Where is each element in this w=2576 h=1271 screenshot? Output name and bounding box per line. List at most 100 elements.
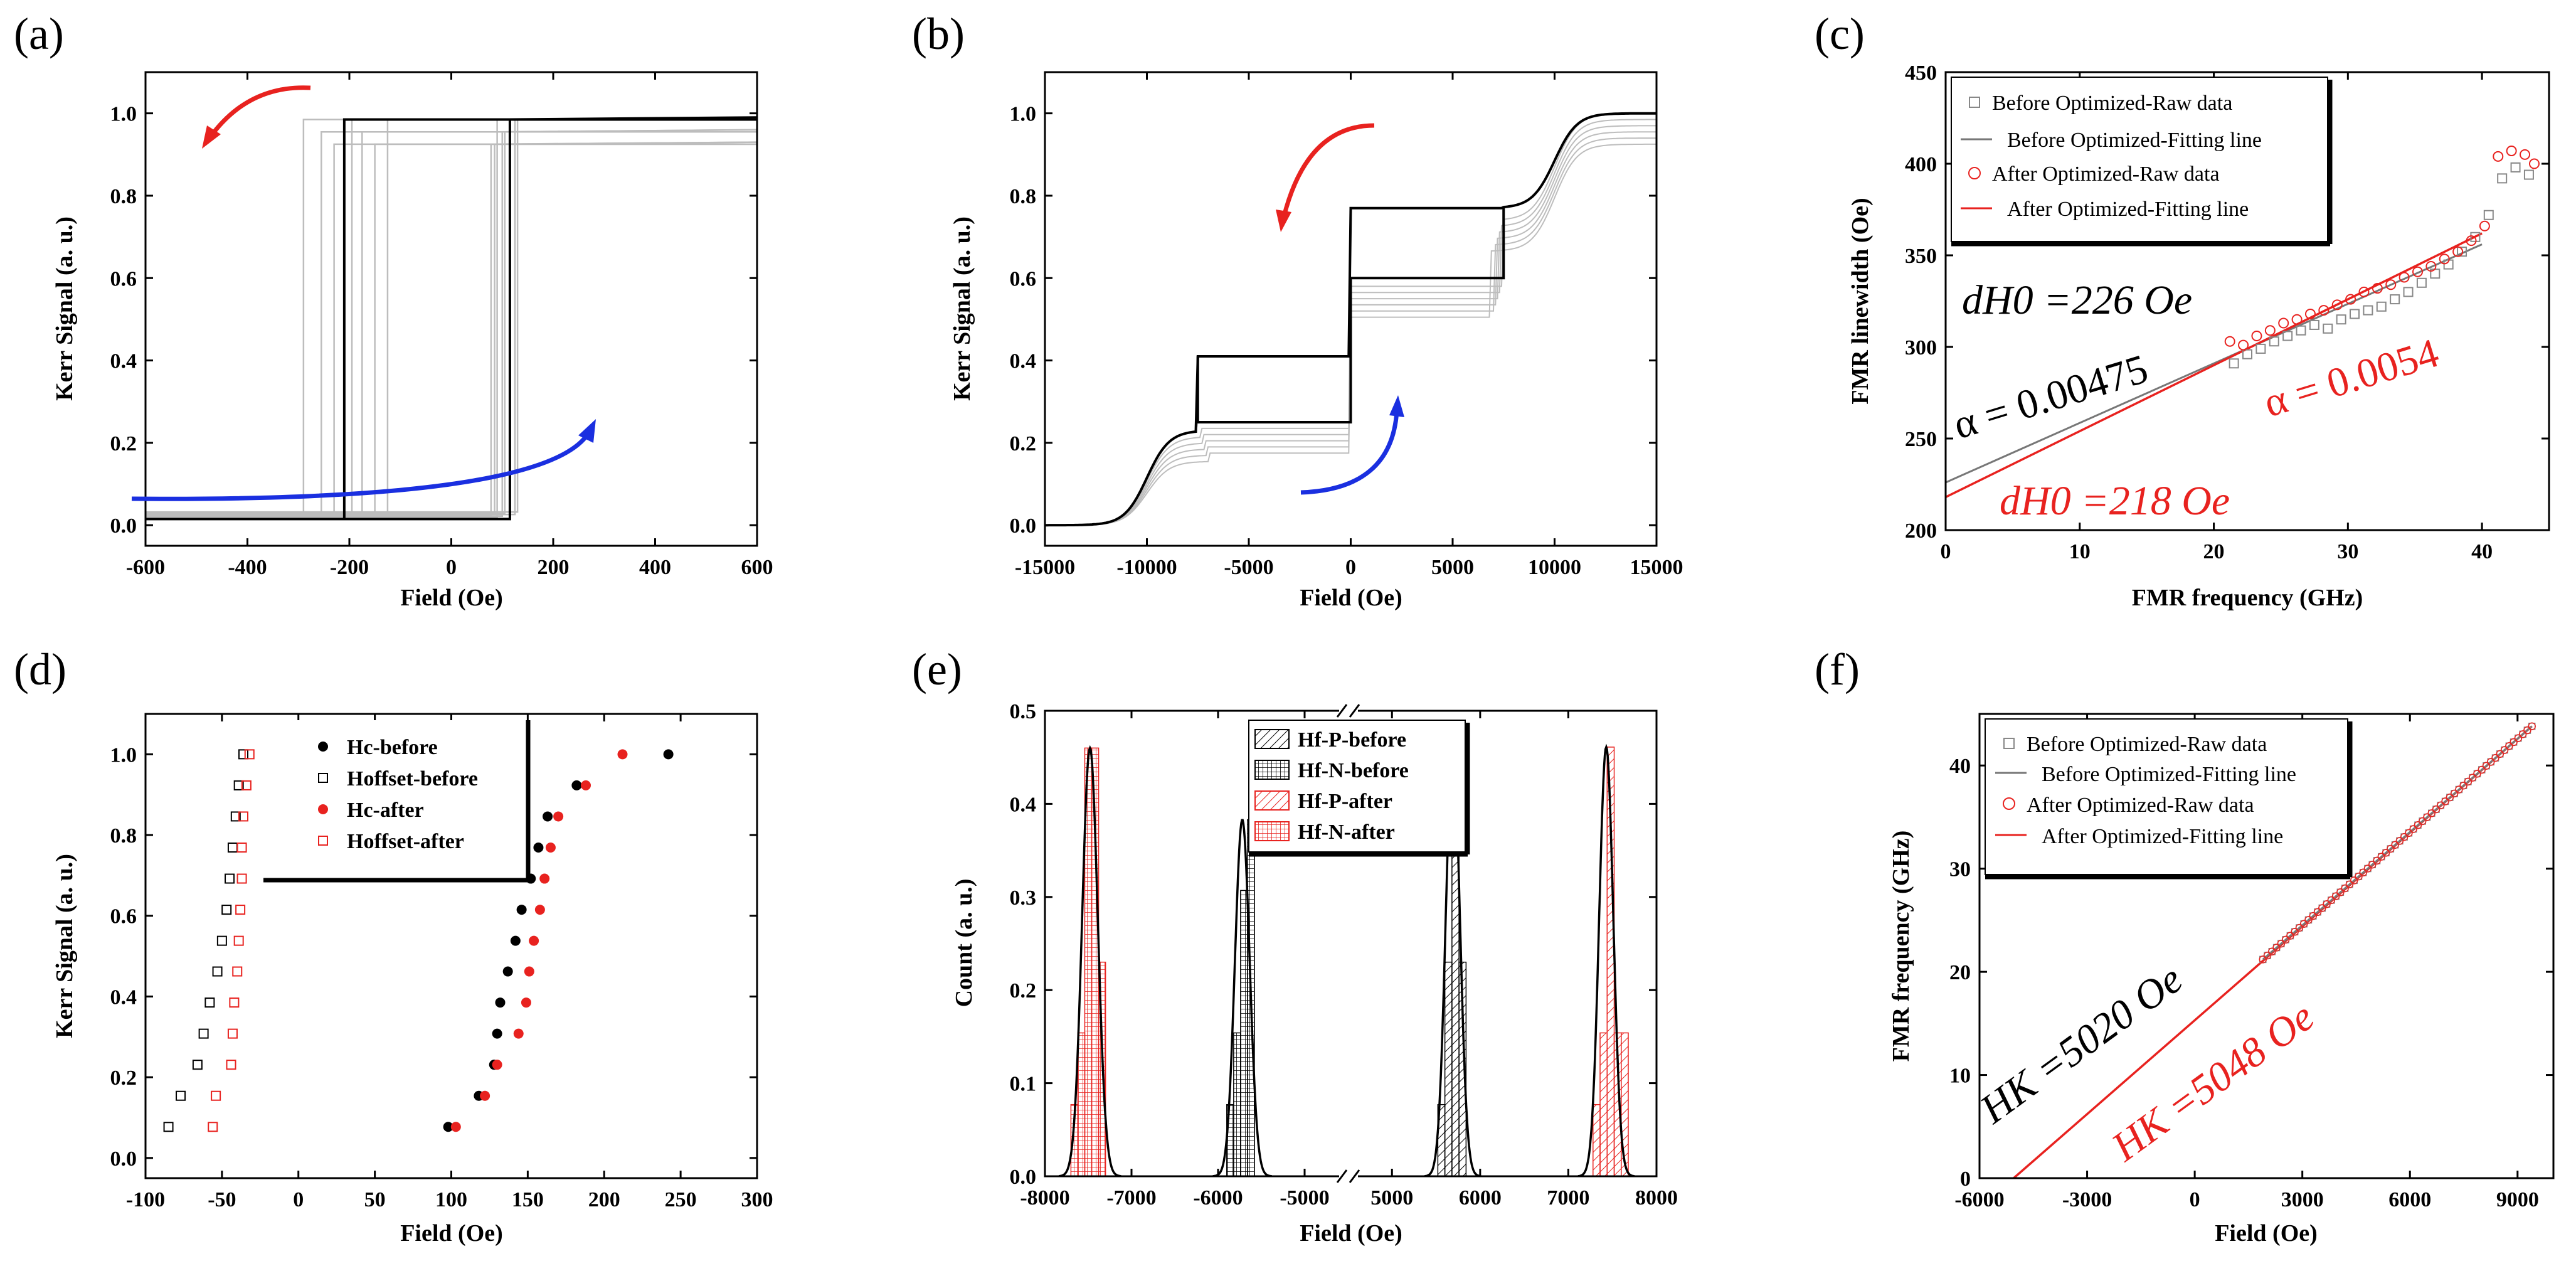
hoffset-point (212, 966, 223, 977)
after-raw-point (2437, 801, 2445, 809)
before-raw-point (2483, 210, 2494, 220)
x-tick-label: 6000 (1459, 1186, 1502, 1210)
panel-label-c: (c) (1815, 9, 1865, 59)
after-raw-point (2487, 758, 2495, 766)
legend-swatch-grid-red (1254, 821, 1290, 841)
histogram-bar (1077, 1032, 1086, 1177)
legend-item: Hf-P-after (1298, 790, 1392, 813)
after-raw-point (2272, 944, 2281, 952)
x-tick-label: 8000 (1635, 1186, 1678, 1210)
histogram-bar (1593, 1103, 1601, 1177)
legend-marker-filled-circle-red (318, 804, 328, 814)
panel-label-a: (a) (14, 9, 64, 59)
annotation-dh0-after: dH0 =218 Oe (2000, 478, 2230, 524)
hoffset-point (227, 1028, 238, 1039)
before-raw-point (2269, 336, 2279, 347)
after-raw-point (2336, 888, 2345, 896)
panel-c-data (1945, 146, 2540, 499)
legend-item: Before Optimized-Raw data (1992, 92, 2232, 115)
hoffset-point (176, 1090, 186, 1101)
after-raw-point (2331, 892, 2340, 900)
hc-point (510, 935, 521, 946)
panel-label-f: (f) (1815, 644, 1860, 694)
x-tick-label: 15000 (1630, 556, 1683, 579)
legend-item: Hf-N-before (1298, 759, 1409, 782)
after-raw-point (2432, 805, 2441, 814)
hoffset-point (229, 997, 240, 1008)
after-raw-point (2452, 246, 2464, 257)
legend-box (1985, 718, 2348, 875)
axis-break-top-left (1336, 704, 1348, 718)
panel-b: (b) -15000 -10000 -5000 0 5000 10000 15000 0.0… (859, 0, 1717, 636)
after-raw-point (2268, 947, 2276, 956)
after-raw-point (2493, 151, 2504, 162)
y-tick-label: 0.4 (110, 986, 137, 1009)
after-raw-point (2387, 844, 2395, 853)
hc-point (492, 1028, 502, 1039)
gray-loop (146, 141, 758, 516)
after-raw-point (2409, 825, 2417, 833)
x-tick-label: 100 (435, 1188, 467, 1211)
x-tick-label: 40 (2471, 540, 2493, 563)
legend-item: Hoffset-after (347, 830, 464, 853)
hoffset-point (198, 1028, 209, 1039)
x-ticks: -100 -50 0 50 100 150 200 250 300 (126, 714, 773, 1211)
y-axis-label: FMR linewidth (Oe) (1847, 198, 1874, 404)
after-raw-point (2500, 746, 2509, 754)
y-tick-label: 0.0 (110, 1147, 137, 1171)
after-raw-point (2304, 916, 2313, 924)
histogram-bar (1233, 1032, 1241, 1177)
panel-b-svg: (b) -15000 -10000 -5000 0 5000 10000 15000 0.0… (912, 9, 1683, 611)
panel-d-data (163, 749, 674, 1132)
y-tick-label: 0 (1960, 1167, 1971, 1191)
after-raw-point (2350, 876, 2358, 885)
hc-point (553, 811, 564, 822)
legend-marker-square-red (318, 836, 328, 846)
x-tick-label: 10000 (1528, 556, 1581, 579)
y-tick-label: 0.0 (1010, 514, 1037, 538)
legend-box (1951, 77, 2328, 242)
y-ticks: 0 10 20 30 40 (1949, 755, 2553, 1191)
before-raw-point (2296, 325, 2306, 336)
red-arrow-head (1276, 210, 1291, 232)
hoffset-point (230, 811, 241, 822)
before-raw-point (2255, 343, 2266, 354)
x-tick-label: 5000 (1431, 556, 1474, 579)
after-raw-point (2286, 932, 2294, 940)
x-ticks: 0 10 20 30 40 (1941, 72, 2493, 563)
after-raw-point (2518, 730, 2527, 738)
y-tick-label: 450 (1905, 61, 1937, 85)
x-tick-label: 0 (2190, 1188, 2200, 1211)
hoffset-point (241, 780, 252, 790)
y-tick-label: 0.6 (1010, 267, 1037, 290)
after-raw-point (2400, 832, 2409, 841)
after-raw-point (2385, 279, 2397, 290)
after-raw-point (2318, 904, 2326, 912)
axis-break-top-right (1349, 704, 1360, 718)
x-tick-label: 9000 (2496, 1188, 2539, 1211)
gray-loop (146, 116, 758, 516)
gaussian-fit (1577, 743, 1635, 1178)
hoffset-point (227, 842, 238, 853)
before-raw-point (2403, 287, 2414, 297)
x-tick-label: 50 (364, 1188, 386, 1211)
legend-item: Before Optimized-Fitting line (2007, 129, 2262, 152)
y-tick-label: 0.2 (1010, 432, 1037, 455)
hoffset-point (226, 1060, 236, 1070)
y-tick-label: 0.6 (110, 267, 137, 290)
main-curve-up (1045, 112, 1656, 527)
x-tick-label: -6000 (1954, 1188, 2004, 1211)
x-ticks: -15000 -10000 -5000 0 5000 10000 15000 (1015, 72, 1683, 579)
after-raw-point (2299, 920, 2308, 928)
axis-break-bottom-left (1336, 1169, 1348, 1183)
y-ticks: 0.0 0.2 0.4 0.6 0.8 1.0 (110, 743, 757, 1171)
y-axis-label: Kerr Signal (a. u.) (51, 216, 78, 401)
y-tick-label: 1.0 (1010, 103, 1037, 126)
x-tick-label: -10000 (1116, 556, 1177, 579)
y-tick-label: 0.0 (1010, 1166, 1037, 1189)
panel-a-svg: (a) -600 -400 -200 0 200 400 600 0.00.20.40.60… (14, 9, 773, 611)
hc-point (543, 811, 553, 822)
after-raw-point (2295, 923, 2304, 932)
hoffset-point (211, 1090, 221, 1101)
after-raw-point (2263, 951, 2272, 960)
